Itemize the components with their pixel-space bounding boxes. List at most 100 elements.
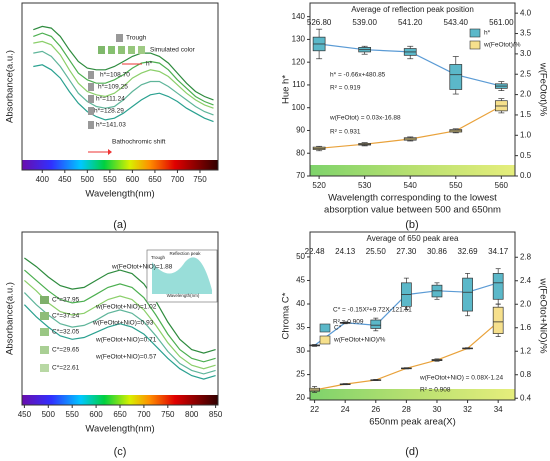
x-tick-label: 650 <box>148 175 162 184</box>
spectrum-curve <box>24 279 216 370</box>
panel-label: (c) <box>114 446 127 458</box>
y2-tick-label: 2.4 <box>520 276 532 285</box>
x-tick-label: 500 <box>81 175 95 184</box>
annotation: w(FeOtot+NiO)=0.71 <box>95 337 157 344</box>
annotation: h* = -0.66x+480.85 <box>330 72 386 79</box>
y-tick-label: 45 <box>296 276 305 285</box>
y2-tick-label: 2.8 <box>520 252 532 261</box>
trough-swatch <box>116 34 123 42</box>
annotation: Bathochromic shift <box>112 139 166 146</box>
x-tick-label: 24 <box>341 405 350 414</box>
x-axis-label: Wavelength corresponding to the lowest <box>328 193 497 204</box>
y2-tick-label: 1.2 <box>520 346 532 355</box>
legend-swatch <box>319 335 331 345</box>
top-title: Average of reflection peak position <box>351 5 474 14</box>
x-tick-label: 530 <box>358 181 372 190</box>
annotation: Simulated color <box>150 47 196 54</box>
annotation: C*=29.65 <box>52 347 80 354</box>
panel-label: (b) <box>405 219 418 231</box>
arrow-head <box>108 149 112 155</box>
spectrum-curve <box>24 257 216 354</box>
inset-curve <box>152 257 212 294</box>
panel-label: (d) <box>405 446 418 458</box>
y-axis-label: Chroma C* <box>281 292 292 339</box>
plot-frame <box>21 2 219 171</box>
spectrum-curve <box>33 25 214 101</box>
x-axis-label: 650nm peak area(X) <box>369 417 456 428</box>
y-tick-label: 30 <box>296 346 305 355</box>
y2-tick-label: 0.5 <box>520 151 532 160</box>
annotation: w(FeOtot) = 0.03x-16.88 <box>329 115 401 122</box>
trough-marker <box>88 121 94 129</box>
annotation: C* = -0.15X²+9.72X-121.51 <box>333 307 412 314</box>
y-tick-label: 80 <box>296 148 305 157</box>
top-label: 34.17 <box>488 247 509 256</box>
x-tick-label: 26 <box>371 405 380 414</box>
x-tick-label: 540 <box>404 181 418 190</box>
spectrum-bar <box>22 395 218 405</box>
box <box>449 64 463 90</box>
x-tick-label: 28 <box>402 405 411 414</box>
box <box>492 306 504 334</box>
annotation: C*=37.24 <box>52 313 80 320</box>
x-tick-label: 560 <box>495 181 509 190</box>
y-axis-label: Absorbance(a.u.) <box>5 282 16 355</box>
spectrum-curve <box>33 50 214 116</box>
y-tick-label: 35 <box>296 323 305 332</box>
gradient-bar <box>310 389 515 400</box>
y2-axis-label: w(FeOtot+NiO)/% <box>537 277 548 354</box>
x-tick-label: 34 <box>494 405 503 414</box>
y2-tick-label: 0.4 <box>520 393 532 402</box>
simulated-color-swatch <box>108 46 115 54</box>
legend-swatch <box>469 28 481 38</box>
annotation: Wavelength(nm) <box>167 293 200 298</box>
y-tick-label: 70 <box>296 171 305 180</box>
trough-marker <box>88 71 94 79</box>
x-tick-label: 450 <box>58 175 72 184</box>
simulated-color-swatch <box>128 46 135 54</box>
x-tick-label: 650 <box>113 410 127 419</box>
box <box>492 273 504 300</box>
y2-axis-label: w(FeOtot)/% <box>537 62 548 117</box>
annotation: C*=32.05 <box>52 329 80 336</box>
y2-tick-label: 0.0 <box>520 171 532 180</box>
top-label: 30.86 <box>427 247 448 256</box>
legend-swatch <box>319 323 331 333</box>
annotation: w(FeOtot+NiO) = 0.08X-1.24 <box>419 375 503 382</box>
box <box>462 277 473 312</box>
spectrum-curve <box>23 292 216 375</box>
spectrum-curve <box>33 64 214 123</box>
x-tick-label: 600 <box>89 410 103 419</box>
annotation: h*=108.70 <box>100 72 130 79</box>
annotation: h*=128.29 <box>94 108 124 115</box>
top-label: 32.69 <box>458 247 479 256</box>
top-label: 539.00 <box>352 18 377 27</box>
gradient-bar <box>310 165 515 176</box>
annotation: R² = 0.908 <box>420 387 451 394</box>
trough-marker <box>88 83 94 91</box>
annotation: Reflection peak <box>169 251 201 256</box>
annotation: h*=111.24 <box>96 96 125 103</box>
top-title: Average of 650 peak area <box>367 234 459 243</box>
top-label: 541.20 <box>398 18 423 27</box>
x-axis-label: Wavelength(nm) <box>85 424 154 435</box>
y2-tick-label: 2.5 <box>520 69 532 78</box>
x-tick-label: 700 <box>137 410 151 419</box>
y-tick-label: 90 <box>296 126 305 135</box>
x-tick-label: 450 <box>18 410 32 419</box>
box <box>370 319 382 329</box>
median-line <box>319 105 502 149</box>
annotation: R² = 0.909 <box>333 319 364 326</box>
color-swatch <box>40 364 49 372</box>
y2-tick-label: 0.8 <box>520 370 532 379</box>
trough-marker <box>88 107 94 115</box>
color-swatch <box>40 328 49 336</box>
y2-tick-label: 3.5 <box>520 29 532 38</box>
spectrum-curve <box>24 269 216 363</box>
annotation: h*=141.03 <box>96 122 126 129</box>
y2-tick-label: 1.0 <box>520 130 532 139</box>
annotation: Trough <box>151 255 166 260</box>
trough-marker <box>88 95 94 103</box>
spectrum-curve <box>33 32 214 106</box>
legend-label: w(FeOtot+NiO)/% <box>333 337 386 344</box>
